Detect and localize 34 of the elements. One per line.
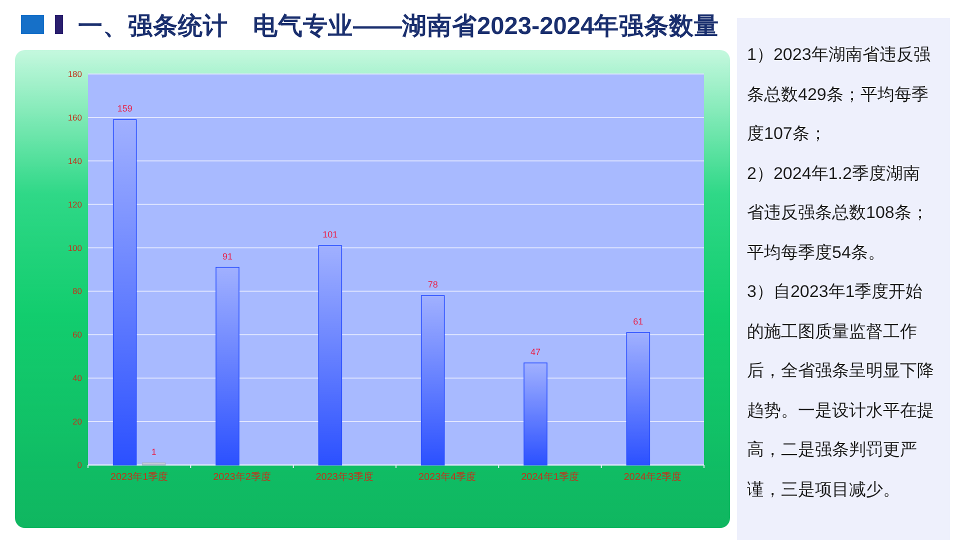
y-tick-label: 0 — [77, 460, 82, 470]
bar — [318, 245, 342, 466]
data-label: 61 — [633, 316, 644, 326]
y-tick-label: 100 — [68, 242, 82, 253]
bar — [420, 295, 445, 466]
y-tick-label: 80 — [72, 286, 82, 296]
data-label: 47 — [530, 346, 541, 357]
text: 3）自2023年1季度开始的施工图质量监督工作后，全省强条呈明显下降趋势。一是设计水平在提高，二是强条判罚更严谨，三是项目减少。 — [747, 282, 934, 498]
bar — [142, 462, 166, 466]
x-tick-label: 2023年1季度 — [110, 471, 168, 483]
x-tick-label: 2024年1季度 — [521, 471, 579, 483]
y-tick-label: 40 — [72, 373, 82, 384]
x-tick-label: 2023年2季度 — [213, 471, 271, 483]
chart-title: 一、强条统计 电气专业——湖南省2023-2024年强条数量 — [78, 12, 720, 40]
x-tick-label: 2024年2季度 — [624, 471, 682, 483]
y-tick-label: 20 — [72, 416, 82, 427]
x-tick-label: 2023年4季度 — [418, 471, 476, 483]
bar — [626, 332, 650, 466]
data-label: 78 — [428, 280, 438, 290]
text: 2）2024年1.2季度湖南省违反强条总数108条；平均每季度54条。 — [747, 164, 928, 262]
x-tick-label: 2023年3季度 — [316, 471, 374, 483]
y-tick-label: 160 — [68, 112, 82, 122]
bar — [524, 362, 548, 466]
y-tick-label: 120 — [68, 199, 82, 210]
bar — [216, 266, 240, 466]
data-label: 159 — [117, 104, 132, 114]
y-tick-label: 140 — [68, 156, 82, 166]
data-label: 1 — [151, 446, 156, 457]
data-label: 91 — [222, 251, 233, 262]
y-tick-label: 180 — [68, 69, 82, 79]
text: 1）2023年湖南省违反强条总数429条；平均每季度107条； — [747, 45, 930, 143]
bar — [112, 119, 137, 466]
y-tick-label: 60 — [72, 330, 82, 340]
data-label: 101 — [322, 230, 338, 240]
